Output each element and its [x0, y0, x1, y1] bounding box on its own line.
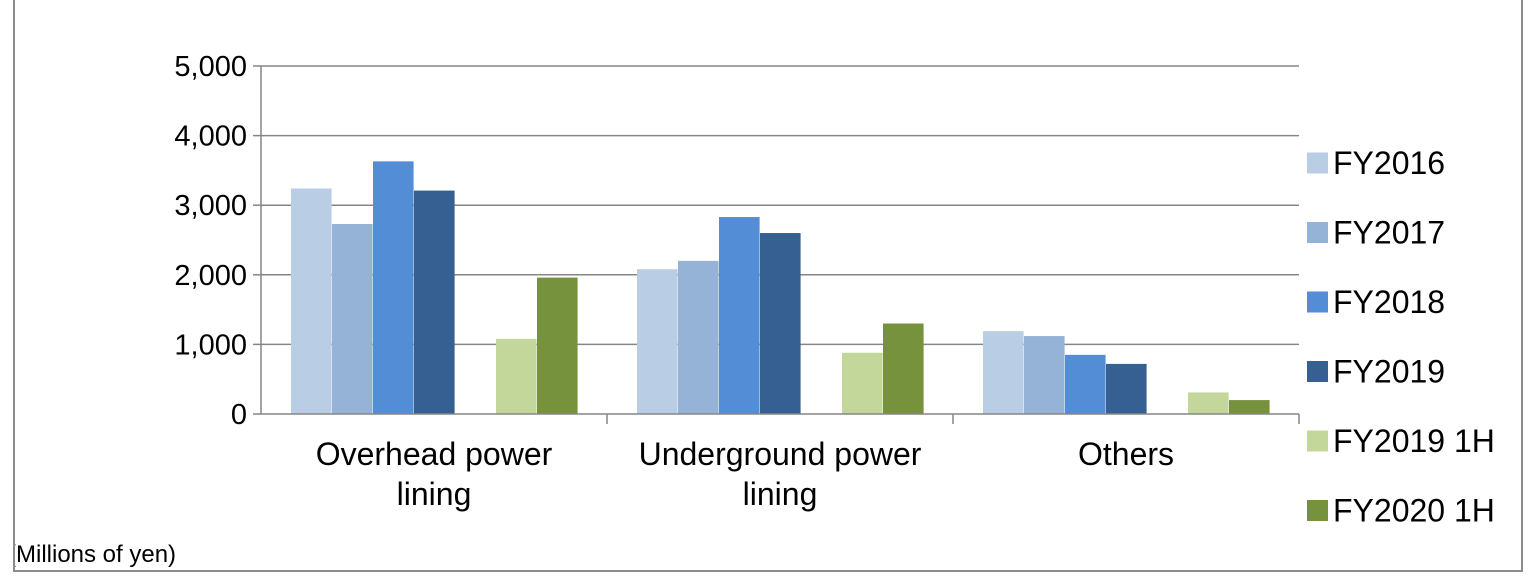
bar — [332, 223, 373, 414]
y-tick-label: 3,000 — [174, 190, 247, 222]
bar — [1229, 400, 1270, 414]
y-tick-label: 5,000 — [174, 51, 247, 83]
y-tick-labels: 0 1,000 2,000 3,000 4,000 5,000 — [174, 51, 247, 431]
category-labels: Overhead power lining Underground power lin… — [316, 436, 1174, 512]
legend-swatch — [1307, 361, 1328, 382]
legend-label: FY2017 — [1333, 215, 1445, 251]
legend-swatch — [1307, 430, 1328, 452]
bar — [1024, 336, 1065, 414]
bar — [414, 190, 455, 414]
bar — [1106, 363, 1147, 414]
category-label: lining — [397, 476, 472, 512]
bar — [719, 217, 760, 414]
legend: FY2016 FY2017 FY2018 FY2019 FY2019 1H FY2020 … — [1307, 145, 1495, 529]
legend-label: FY2019 — [1333, 354, 1445, 390]
bars — [291, 161, 1270, 414]
bar — [373, 161, 414, 414]
category-label: Overhead power — [316, 436, 553, 472]
bar-chart: 0 1,000 2,000 3,000 4,000 5,000 Overhead powe… — [15, 51, 1495, 568]
bar — [883, 323, 924, 414]
y-tick-label: 4,000 — [174, 121, 247, 153]
y-tick-label: 2,000 — [174, 260, 247, 292]
bar — [291, 188, 332, 414]
bar — [1065, 354, 1106, 414]
bar — [842, 352, 883, 414]
bar — [537, 277, 578, 414]
bar — [678, 260, 719, 414]
legend-label: FY2016 — [1333, 145, 1445, 181]
legend-swatch — [1307, 500, 1328, 521]
category-label: lining — [743, 476, 818, 512]
legend-label: FY2020 1H — [1333, 493, 1495, 529]
y-tick-label: 0 — [231, 399, 247, 431]
y-tick-label: 1,000 — [174, 329, 247, 361]
bar — [1188, 392, 1229, 414]
bar — [760, 233, 801, 414]
legend-label: FY2018 — [1333, 284, 1445, 320]
legend-label: FY2019 1H — [1333, 423, 1495, 459]
legend-swatch — [1307, 222, 1328, 243]
category-label: Others — [1078, 436, 1174, 472]
unit-label: (Millions of yen) — [15, 541, 176, 568]
bar — [637, 269, 678, 414]
axes — [253, 65, 1300, 424]
legend-swatch — [1307, 291, 1328, 313]
bar — [496, 338, 537, 414]
chart-frame: 0 1,000 2,000 3,000 4,000 5,000 Overhead powe… — [13, 0, 1523, 572]
bar — [983, 331, 1024, 414]
legend-swatch — [1307, 152, 1328, 174]
category-label: Underground power — [639, 436, 922, 472]
